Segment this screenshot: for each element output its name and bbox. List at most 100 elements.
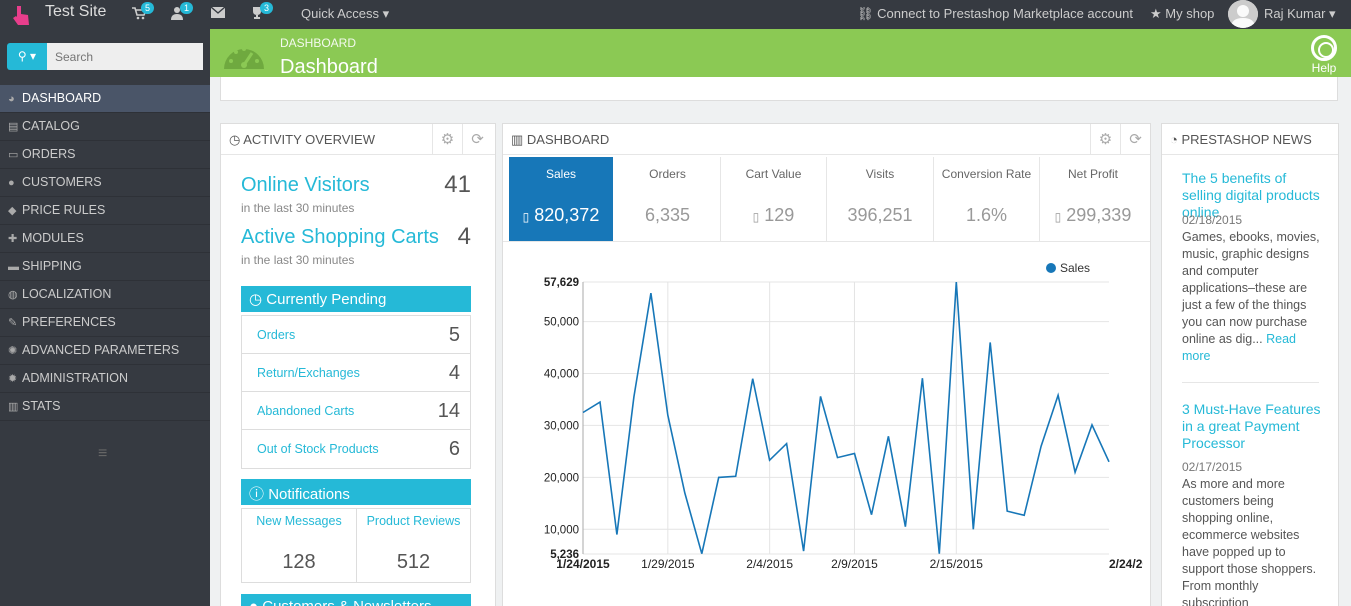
kpi-orders[interactable]: Orders 6,335 [615,157,721,241]
dashboard-panel-title: DASHBOARD [526,132,610,147]
configure-gear-icon[interactable]: ⚙ [1090,124,1120,155]
sidebar: ⚲ ▾ ◕ DASHBOARD ▤CATALOG ▭ORDERS ● CUSTOME… [0,29,210,606]
activity-title: ACTIVITY OVERVIEW [243,132,375,147]
sidebar-item-label: ADMINISTRATION [22,371,129,385]
search-dropdown-button[interactable]: ⚲ ▾ [7,43,47,70]
sidebar-item-advanced-parameters[interactable]: ✺ ADVANCED PARAMETERS [0,337,210,365]
site-name-link[interactable]: Test Site [45,3,107,20]
sidebar-nav: ◕ DASHBOARD ▤ CATALOG ▭ ORDERS ● CUSTOMERS ◆… [0,85,210,421]
quick-access-dropdown[interactable]: Quick Access ▾ [301,6,389,22]
caret-down-icon: ▾ [30,49,37,63]
puzzle-icon: ✚ [8,233,18,245]
link-icon: ⛓ [857,6,874,21]
help-button[interactable]: Help [1306,35,1342,75]
sidebar-item-stats[interactable]: ▥ STATS [0,393,210,421]
kpi-value-text: 129 [764,205,795,225]
list-item[interactable]: Out of Stock Products 6 [242,430,470,468]
refresh-icon[interactable]: ⟳ [462,124,492,155]
trophy-icon[interactable]: 3 [250,2,274,22]
sidebar-item-orders[interactable]: ▭ ORDERS [0,141,210,169]
sidebar-item-modules[interactable]: ✚ MODULES [0,225,210,253]
read-more-link[interactable]: Read more [1182,332,1296,363]
news-item-title-link[interactable]: The 5 benefits of selling digital produc… [1182,170,1320,220]
product-reviews-link[interactable]: Product Reviews [366,514,461,528]
sidebar-item-label: LOCALIZATION [22,287,112,301]
kpi-label: Cart Value [745,167,802,181]
chart-legend[interactable]: Sales [1046,261,1090,275]
product-reviews-cell[interactable]: Product Reviews 512 [357,509,470,582]
star-icon: ★ [1150,6,1162,21]
kpi-value: 6,335 [644,205,691,225]
kpi-value: 396,251 [847,205,913,225]
pending-title: Currently Pending [266,291,387,308]
avatar[interactable] [1228,0,1258,28]
customers-badge: 1 [180,2,194,14]
user-icon[interactable]: 1 [170,2,194,22]
exclamation-circle-icon: ⓘ [249,486,265,503]
sidebar-item-label: CATALOG [22,119,80,133]
sidebar-item-shipping[interactable]: ▬ SHIPPING [0,253,210,281]
cog-icon: ✹ [8,373,18,385]
kpi-value: ▯ 129 [721,205,826,226]
cart-icon[interactable]: 5 [131,2,155,22]
online-visitors-value: 41 [444,171,471,198]
pending-value: 4 [448,362,460,384]
truck-icon: ▬ [8,261,19,273]
sidebar-item-dashboard[interactable]: ◕ DASHBOARD [0,85,210,113]
refresh-icon[interactable]: ⟳ [1120,124,1150,155]
configure-gear-icon[interactable]: ⚙ [432,124,462,155]
sidebar-collapse-icon[interactable]: ≡ [98,445,108,462]
online-visitors-link[interactable]: Online Visitors [241,174,370,196]
x-tick-label: 2/9/2015 [831,557,878,571]
y-tick-label: 20,000 [544,472,579,484]
kpi-cart-value[interactable]: Cart Value ▯ 129 [721,157,827,241]
dashboard-panel: ▥ DASHBOARD ⚙ ⟳ Sales ▯ 820,372 Orders 6… [502,123,1151,606]
globe-icon: ◍ [8,289,18,301]
news-item-body: Games, ebooks, movies, music, graphic de… [1182,229,1322,365]
y-tick-label: 30,000 [544,420,579,432]
pending-label[interactable]: Orders [257,328,296,342]
news-item-body: As more and more customers being shoppin… [1182,476,1322,606]
marketplace-connect-label: Connect to Prestashop Marketplace accoun… [877,6,1133,21]
sidebar-item-price-rules[interactable]: ◆ PRICE RULES [0,197,210,225]
notifications-box: New Messages 128 Product Reviews 512 [241,508,471,583]
pending-label[interactable]: Return/Exchanges [257,366,360,380]
kpi-conversion-rate[interactable]: Conversion Rate 1.6% [934,157,1040,241]
sidebar-item-label: PRICE RULES [22,203,106,217]
sidebar-item-localization[interactable]: ◍ LOCALIZATION [0,281,210,309]
new-messages-link[interactable]: New Messages [256,514,342,528]
search-input[interactable] [47,43,203,70]
customers-title: Customers & Newsletters [262,598,431,606]
trophy-badge: 3 [260,2,274,14]
help-label: Help [1311,61,1337,75]
sidebar-item-catalog[interactable]: ▤ CATALOG [0,113,210,141]
marketplace-connect-link[interactable]: ⛓ Connect to Prestashop Marketplace acco… [857,6,1133,22]
sidebar-item-customers[interactable]: ● CUSTOMERS [0,169,210,197]
caret-down-icon: ▾ [382,6,390,21]
new-messages-cell[interactable]: New Messages 128 [242,509,357,582]
kpi-visits[interactable]: Visits 396,251 [827,157,934,241]
user-menu-dropdown[interactable]: Raj Kumar ▾ [1264,6,1336,22]
pending-label[interactable]: Out of Stock Products [257,442,379,456]
news-item-text: As more and more customers being shoppin… [1182,477,1317,606]
sidebar-item-administration[interactable]: ✹ ADMINISTRATION [0,365,210,393]
active-carts-link[interactable]: Active Shopping Carts [241,226,439,248]
legend-swatch [1046,263,1056,273]
my-shop-link[interactable]: ★ My shop [1150,6,1214,22]
breadcrumb[interactable]: DASHBOARD [280,36,357,50]
kpi-sales[interactable]: Sales ▯ 820,372 [509,157,613,241]
speedometer-icon: ◕ [8,93,15,105]
kpi-net-profit[interactable]: Net Profit ▯ 299,339 [1040,157,1146,241]
cogs-icon: ✺ [8,345,18,357]
x-tick-label: 2/4/2015 [746,557,793,571]
news-item-title-link[interactable]: 3 Must-Have Features in a great Payment … [1182,401,1321,451]
list-item[interactable]: Orders 5 [242,316,470,354]
sidebar-item-preferences[interactable]: ✎ PREFERENCES [0,309,210,337]
pending-label[interactable]: Abandoned Carts [257,404,355,418]
news-item-date: 02/18/2015 [1182,213,1243,227]
prestashop-logo-icon[interactable] [8,3,34,27]
envelope-icon[interactable] [210,6,228,22]
list-item[interactable]: Abandoned Carts 14 [242,392,470,430]
sidebar-item-label: MODULES [22,231,84,245]
list-item[interactable]: Return/Exchanges 4 [242,354,470,392]
